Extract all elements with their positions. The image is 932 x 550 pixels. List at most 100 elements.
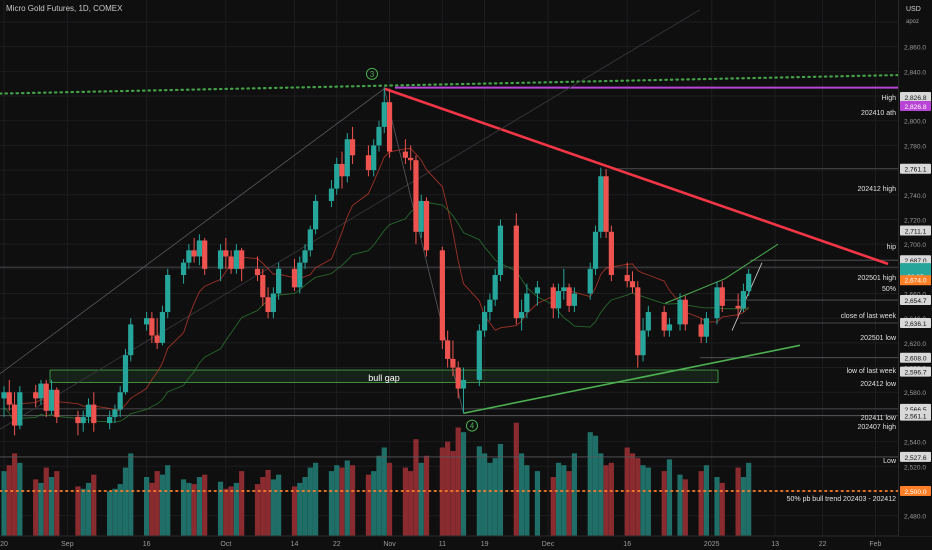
x-tick-label: 20	[0, 541, 8, 548]
x-tick-label: Oct	[220, 541, 231, 548]
volume-bar	[714, 477, 720, 536]
volume-bar	[487, 462, 493, 536]
wedge-lower	[731, 262, 763, 331]
volume-bar	[381, 447, 387, 536]
candle-body	[143, 318, 150, 325]
candle-body	[598, 176, 604, 232]
candle-body	[165, 275, 171, 313]
x-axis: 20 Sep 16 Oct 14 22 Nov 11 19 Dec 16 2025 13 22 Feb	[0, 535, 932, 550]
volume-bar	[450, 451, 456, 536]
volume-bar	[117, 484, 123, 536]
candle-body	[476, 330, 482, 380]
volume-bar	[228, 486, 234, 536]
ma-slow	[3, 201, 749, 423]
candle-body	[413, 160, 419, 232]
candle-body	[423, 200, 430, 251]
volume-bar	[38, 482, 44, 536]
candle-body	[307, 229, 313, 251]
candle-body	[592, 231, 599, 269]
volume-bar	[418, 462, 424, 536]
x-tick-label: Feb	[869, 541, 881, 548]
volume-bar	[666, 459, 673, 536]
candle-body	[445, 340, 451, 359]
volume-bar	[291, 486, 298, 536]
candle-body	[239, 250, 245, 269]
volume-bar	[566, 471, 572, 536]
wave-marker-label: 4	[470, 422, 475, 431]
volume-bar	[202, 474, 208, 536]
candle-body	[154, 335, 160, 343]
volume-bar	[265, 469, 271, 536]
currency-sub-label: apoz	[906, 19, 920, 25]
volume-bar	[677, 474, 683, 536]
candle-body	[371, 145, 377, 171]
volume-bar	[445, 441, 451, 536]
candle-body	[117, 392, 123, 410]
volume-bar	[239, 471, 245, 536]
volume-bar	[482, 453, 488, 536]
candle-body	[666, 324, 673, 331]
candle-body	[735, 305, 741, 309]
volume-bar	[460, 432, 467, 536]
wave-marker-label: 3	[370, 70, 375, 79]
volume-bar	[640, 465, 646, 536]
candle-body	[608, 231, 614, 275]
candle-body	[80, 416, 86, 424]
candle-body	[629, 281, 636, 288]
candle-body	[128, 324, 134, 356]
candle-body	[302, 250, 308, 263]
x-tick-label: Dec	[542, 541, 555, 548]
candle-body	[43, 383, 49, 411]
volume-bar	[661, 471, 667, 536]
candle-body	[635, 287, 641, 356]
candle-body	[645, 312, 651, 331]
candle-body	[291, 268, 298, 288]
volume-bar	[302, 477, 308, 536]
channel-line	[0, 9, 701, 430]
candle-body	[159, 312, 166, 343]
volume-bar	[186, 482, 192, 536]
volume-bar	[592, 435, 599, 536]
x-tick-label: 19	[481, 541, 489, 548]
candle-body	[550, 287, 556, 309]
volume-bar	[254, 484, 261, 536]
volume-bar	[719, 482, 725, 536]
volume-bar	[54, 471, 60, 536]
bull-gap-box	[49, 369, 719, 383]
x-tick-label: 14	[291, 541, 299, 548]
x-tick-label: 22	[333, 541, 341, 548]
candle-body	[297, 262, 303, 288]
volume-bar	[349, 465, 356, 536]
candle-body	[339, 163, 345, 177]
price-axis[interactable]	[898, 0, 932, 536]
volume-bar	[635, 458, 641, 536]
volume-bar	[376, 455, 382, 536]
candle-body	[571, 293, 577, 306]
candles	[1, 87, 752, 436]
volume-bar	[17, 462, 23, 536]
wave-marker-circle	[366, 67, 378, 80]
volume-bar	[313, 462, 319, 536]
candle-body	[54, 389, 60, 417]
candle-body	[349, 139, 356, 156]
currency-label[interactable]: USD	[906, 6, 921, 13]
candle-body	[149, 318, 155, 336]
volume-bar	[260, 477, 266, 536]
candle-body	[107, 416, 113, 424]
candle-body	[48, 389, 55, 411]
candle-body	[661, 312, 667, 331]
candle-body	[33, 392, 39, 399]
candle-body	[196, 240, 203, 257]
volume-bar	[550, 477, 556, 536]
candle-body	[75, 416, 81, 424]
candle-body	[386, 102, 393, 152]
candle-body	[561, 287, 567, 292]
volume-bar	[307, 467, 313, 536]
volume-bar	[191, 484, 197, 536]
candle-body	[180, 262, 187, 275]
annotations: bull gap 3 4	[366, 67, 478, 432]
candle-body	[223, 250, 229, 257]
candle-body	[418, 200, 424, 232]
